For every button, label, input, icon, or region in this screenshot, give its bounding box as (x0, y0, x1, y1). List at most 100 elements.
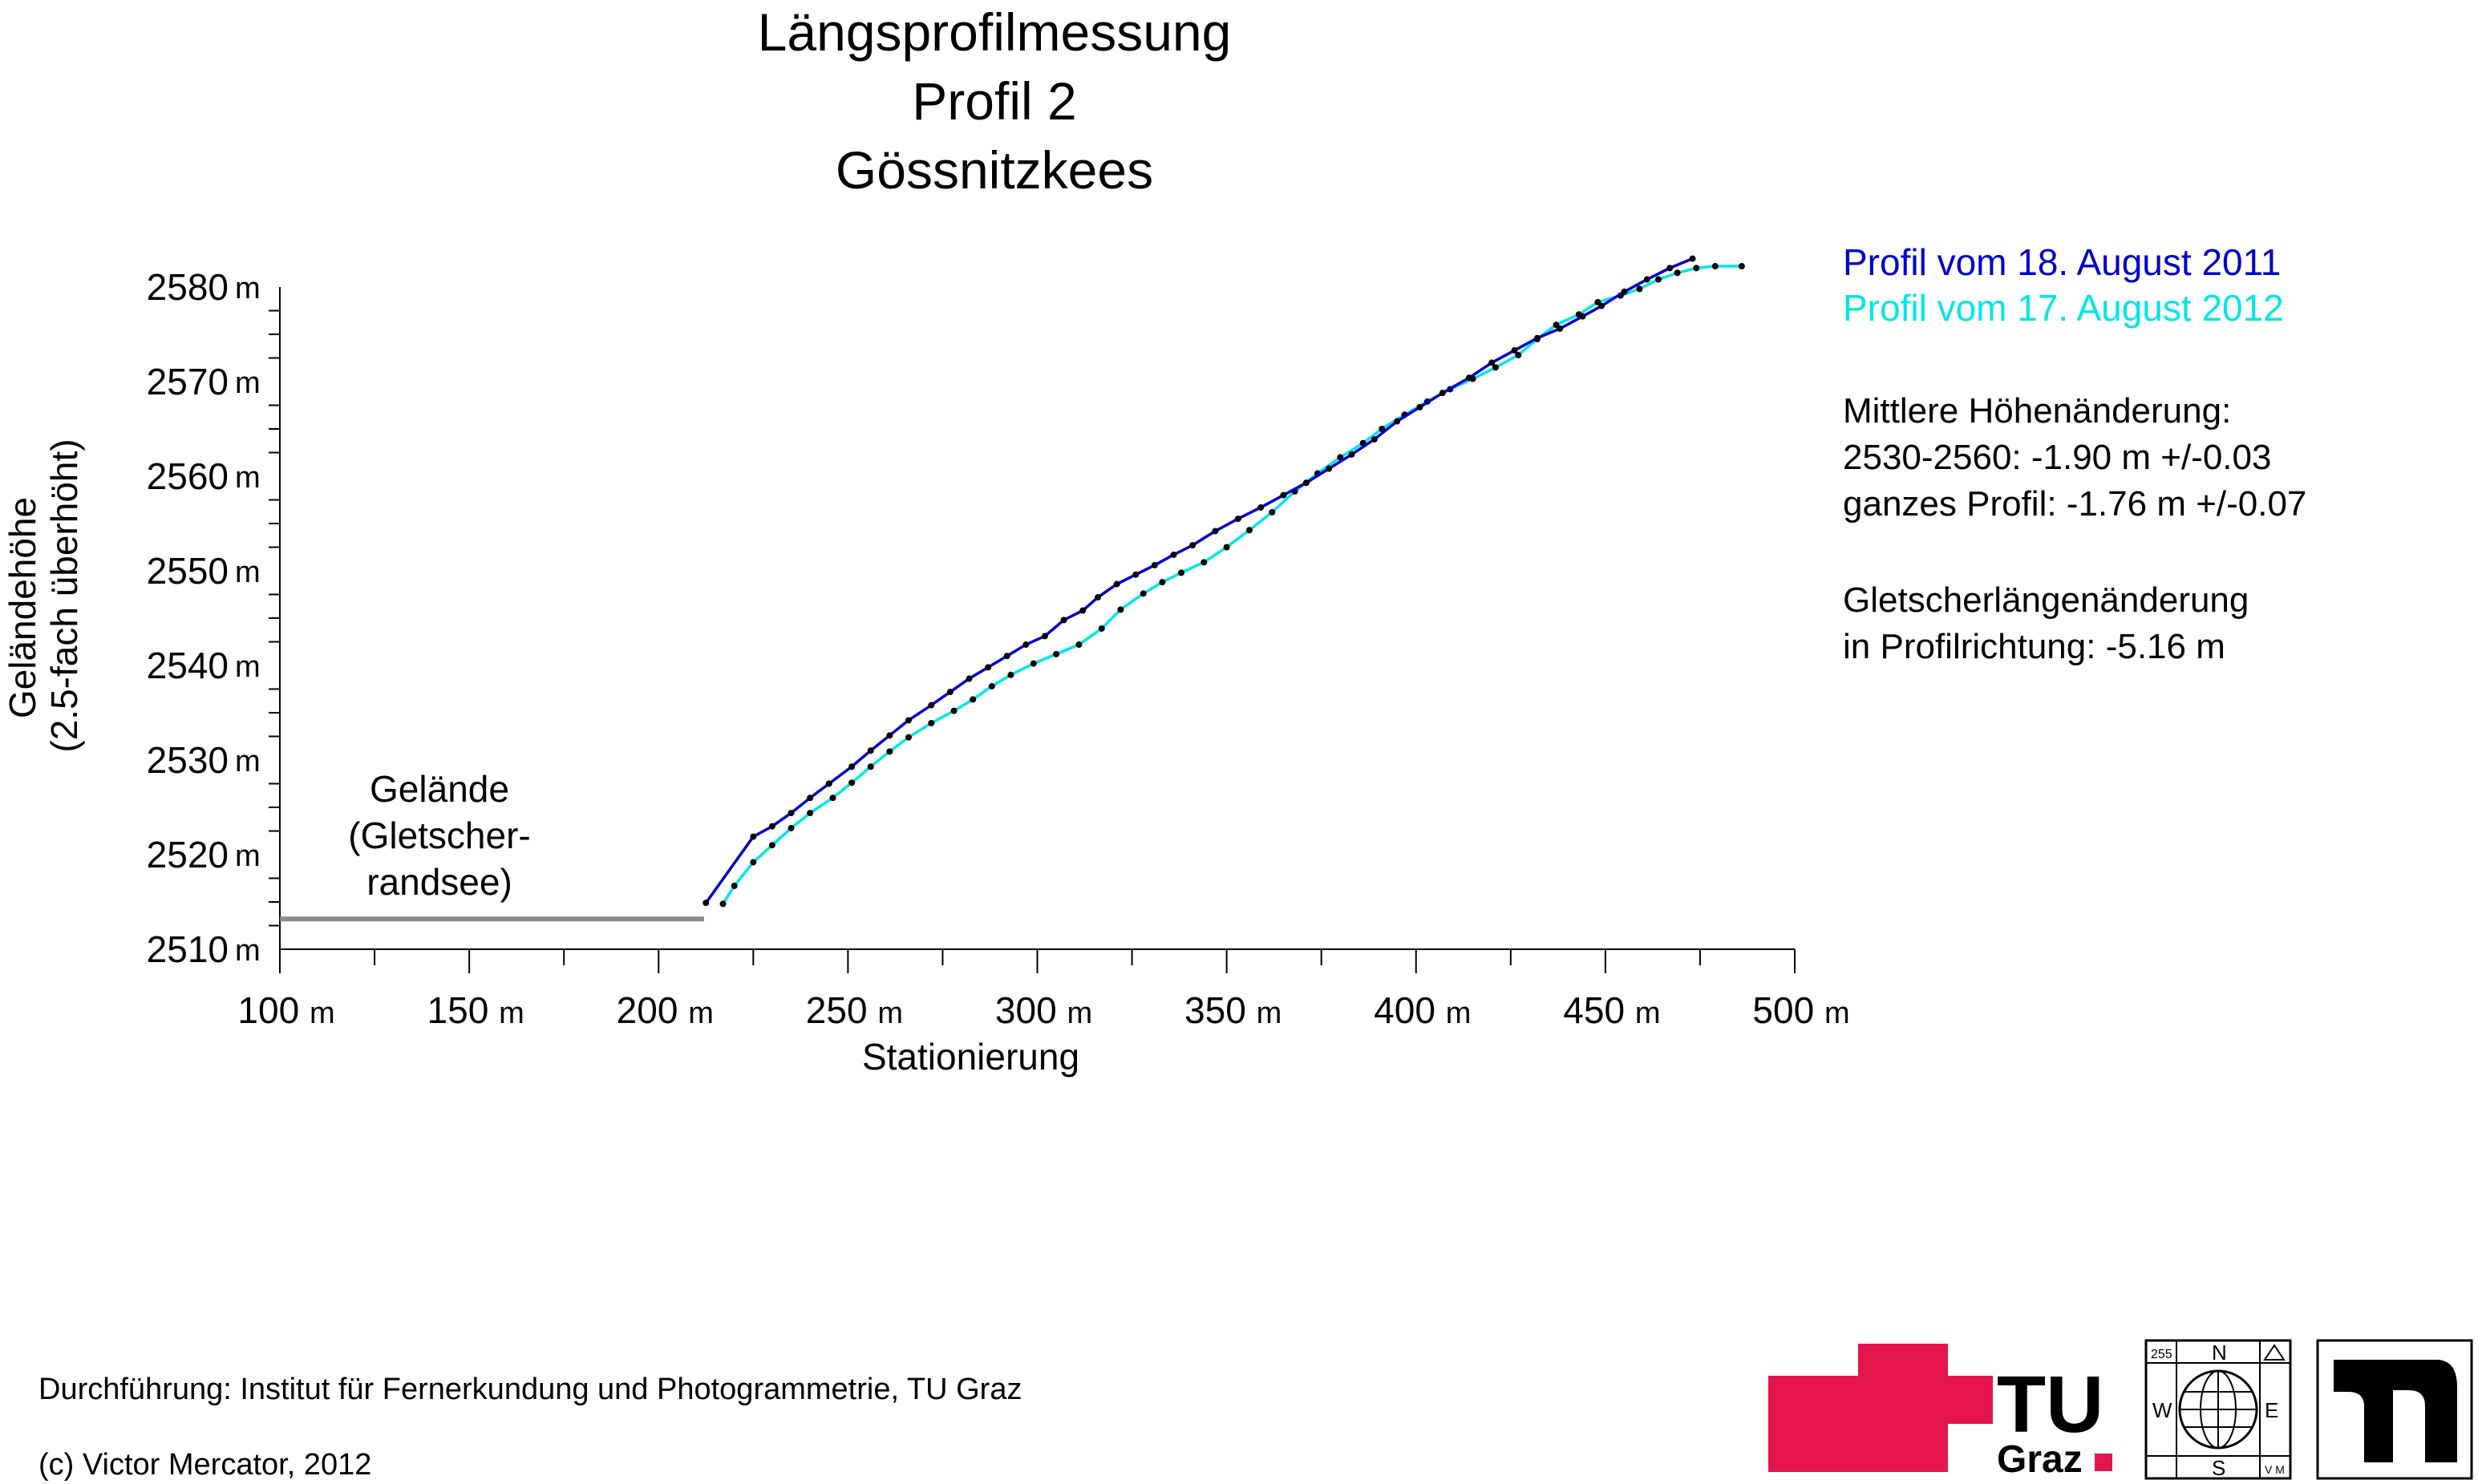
terrain-label-line-2: (Gletscher- (348, 815, 530, 856)
data-point-2011 (966, 675, 973, 682)
data-point-2011 (1189, 542, 1196, 549)
y-tick-label-2540: 2540 (147, 645, 229, 686)
data-point-2012 (1075, 641, 1083, 649)
data-point-2011 (1003, 653, 1010, 660)
data-point-2011 (1022, 641, 1030, 649)
footer-copyright: (c) Victor Mercator, 2012 (38, 1448, 372, 1482)
y-tick-label-2570: 2570 (147, 361, 229, 402)
y-tick-unit-2530: m (235, 745, 261, 778)
data-point-2011 (867, 747, 874, 754)
y-tick-unit-2520: m (235, 839, 261, 873)
svg-text:N: N (2212, 1340, 2227, 1365)
data-point-2011 (1488, 359, 1496, 366)
terrain-label-line-1: Gelände (370, 768, 509, 810)
data-point-2012 (988, 682, 995, 689)
data-point-2012 (807, 810, 814, 817)
y-tick-label-2560: 2560 (147, 455, 229, 497)
data-point-2011 (1439, 390, 1446, 397)
data-point-2011 (1151, 561, 1158, 568)
chart-title-line-1: Längsprofilmessung (757, 2, 1232, 62)
data-point-2011 (985, 664, 992, 671)
data-point-2012 (905, 734, 912, 741)
data-point-2012 (768, 842, 775, 849)
data-point-2012 (1177, 569, 1184, 576)
data-point-2011 (1079, 607, 1087, 614)
x-tick-label-400: 400 m (1374, 989, 1471, 1031)
y-tick-label-2550: 2550 (147, 550, 229, 592)
y-tick-unit-2570: m (235, 366, 261, 400)
data-point-2011 (946, 689, 954, 696)
data-point-2011 (1371, 435, 1378, 443)
data-point-2012 (1140, 590, 1147, 597)
data-point-2012 (1636, 285, 1643, 293)
data-point-2011 (1416, 403, 1423, 410)
data-point-2012 (829, 795, 836, 802)
data-point-2012 (928, 719, 935, 726)
terrain-label-line-3: randsee) (366, 861, 512, 903)
tu-text: TU (1997, 1360, 2103, 1450)
data-point-2011 (1511, 347, 1518, 354)
graz-dot (2095, 1454, 2112, 1471)
data-point-2011 (1212, 528, 1219, 535)
data-point-2012 (750, 859, 757, 866)
y-tick-label-2510: 2510 (147, 928, 229, 970)
data-point-2012 (1007, 671, 1014, 678)
data-point-2012 (1098, 625, 1105, 632)
y-tick-unit-2540: m (235, 650, 261, 684)
data-point-2011 (1666, 265, 1674, 272)
data-point-2012 (1159, 579, 1166, 586)
y-tick-label-2520: 2520 (147, 834, 229, 875)
data-point-2012 (1674, 269, 1681, 277)
x-tick-label-500: 500 m (1752, 989, 1849, 1031)
y-tick-label-2580: 2580 (147, 266, 229, 308)
svg-text:W: W (2152, 1398, 2172, 1422)
data-point-2011 (1041, 633, 1048, 640)
x-tick-label-200: 200 m (617, 989, 714, 1031)
series-line-2011 (704, 257, 1694, 904)
tu-graz-logo: TU Graz (1768, 1344, 2112, 1480)
data-point-2011 (1132, 571, 1140, 578)
compass-map-icon: 255 N S W E V M (2144, 1339, 2292, 1480)
stat-whole-profile: ganzes Profil: -1.76 m +/-0.07 (1843, 484, 2307, 524)
data-point-2011 (1533, 334, 1541, 342)
data-point-2012 (1492, 364, 1499, 371)
data-point-2012 (848, 779, 856, 786)
y-tick-unit-2550: m (235, 556, 261, 589)
stat-length-change-value: in Profilrichtung: -5.16 m (1843, 627, 2225, 666)
data-point-2012 (1201, 559, 1208, 566)
data-point-2012 (1030, 660, 1037, 667)
y-tick-unit-2560: m (235, 461, 261, 495)
data-point-2011 (1257, 503, 1265, 511)
y-axis-label-line-2: (2.5-fach überhöht) (43, 439, 85, 752)
svg-text:S: S (2212, 1456, 2225, 1480)
data-point-2011 (1348, 451, 1355, 458)
data-point-2012 (719, 900, 727, 908)
data-point-2012 (1711, 263, 1719, 270)
data-point-2011 (1113, 580, 1120, 588)
chart-title-line-2: Profil 2 (912, 71, 1077, 131)
data-point-2011 (807, 795, 814, 802)
data-point-2011 (1557, 325, 1564, 332)
data-point-2012 (1053, 650, 1060, 657)
y-tick-unit-2580: m (235, 272, 261, 305)
data-point-2011 (788, 810, 795, 817)
data-point-2011 (1621, 288, 1628, 295)
legend-entry-2011: Profil vom 18. August 2011 (1843, 241, 2282, 283)
stat-heading-length-change: Gletscherlängenänderung (1843, 580, 2249, 620)
data-point-2011 (750, 833, 757, 840)
x-tick-label-300: 300 m (995, 989, 1092, 1031)
data-point-2011 (928, 702, 935, 709)
data-point-2011 (1689, 255, 1696, 262)
data-point-2011 (1060, 617, 1067, 624)
svg-text:255: 255 (2151, 1348, 2172, 1361)
tu-graz-pixel-mark (1768, 1344, 1993, 1472)
x-tick-label-450: 450 m (1563, 989, 1660, 1031)
data-point-2012 (1693, 265, 1700, 272)
data-point-2012 (867, 763, 874, 770)
data-point-2011 (768, 823, 775, 830)
data-point-2012 (970, 696, 977, 703)
data-point-2011 (1326, 465, 1333, 472)
x-tick-label-150: 150 m (427, 989, 524, 1031)
data-point-2011 (905, 717, 912, 724)
